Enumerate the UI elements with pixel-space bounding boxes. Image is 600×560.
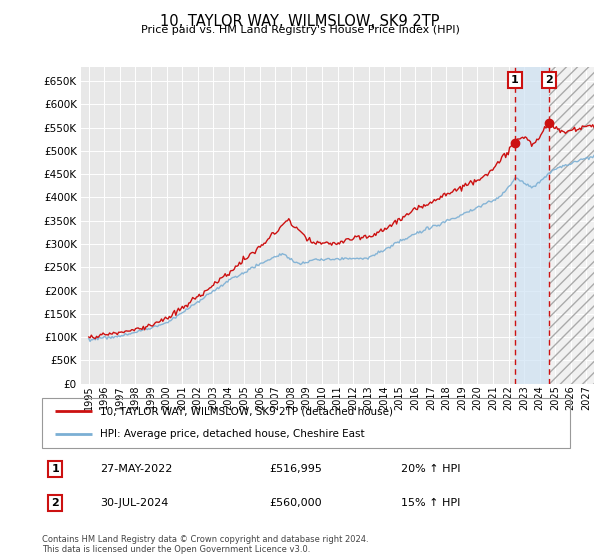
Text: £516,995: £516,995: [269, 464, 322, 474]
Text: 10, TAYLOR WAY, WILMSLOW, SK9 2TP: 10, TAYLOR WAY, WILMSLOW, SK9 2TP: [160, 14, 440, 29]
Text: 30-JUL-2024: 30-JUL-2024: [100, 498, 169, 508]
Text: 1: 1: [52, 464, 59, 474]
Text: 10, TAYLOR WAY, WILMSLOW, SK9 2TP (detached house): 10, TAYLOR WAY, WILMSLOW, SK9 2TP (detac…: [100, 406, 393, 416]
Text: 2: 2: [545, 75, 553, 85]
Text: 20% ↑ HPI: 20% ↑ HPI: [401, 464, 461, 474]
Text: 1: 1: [511, 75, 519, 85]
Text: 2: 2: [52, 498, 59, 508]
Text: HPI: Average price, detached house, Cheshire East: HPI: Average price, detached house, Ches…: [100, 430, 365, 440]
Text: £560,000: £560,000: [269, 498, 322, 508]
Text: Price paid vs. HM Land Registry's House Price Index (HPI): Price paid vs. HM Land Registry's House …: [140, 25, 460, 35]
Text: Contains HM Land Registry data © Crown copyright and database right 2024.
This d: Contains HM Land Registry data © Crown c…: [42, 535, 368, 554]
Bar: [515, 67, 548, 384]
Text: 15% ↑ HPI: 15% ↑ HPI: [401, 498, 460, 508]
Bar: [548, 67, 594, 384]
Text: 27-MAY-2022: 27-MAY-2022: [100, 464, 172, 474]
Bar: [548, 67, 594, 384]
